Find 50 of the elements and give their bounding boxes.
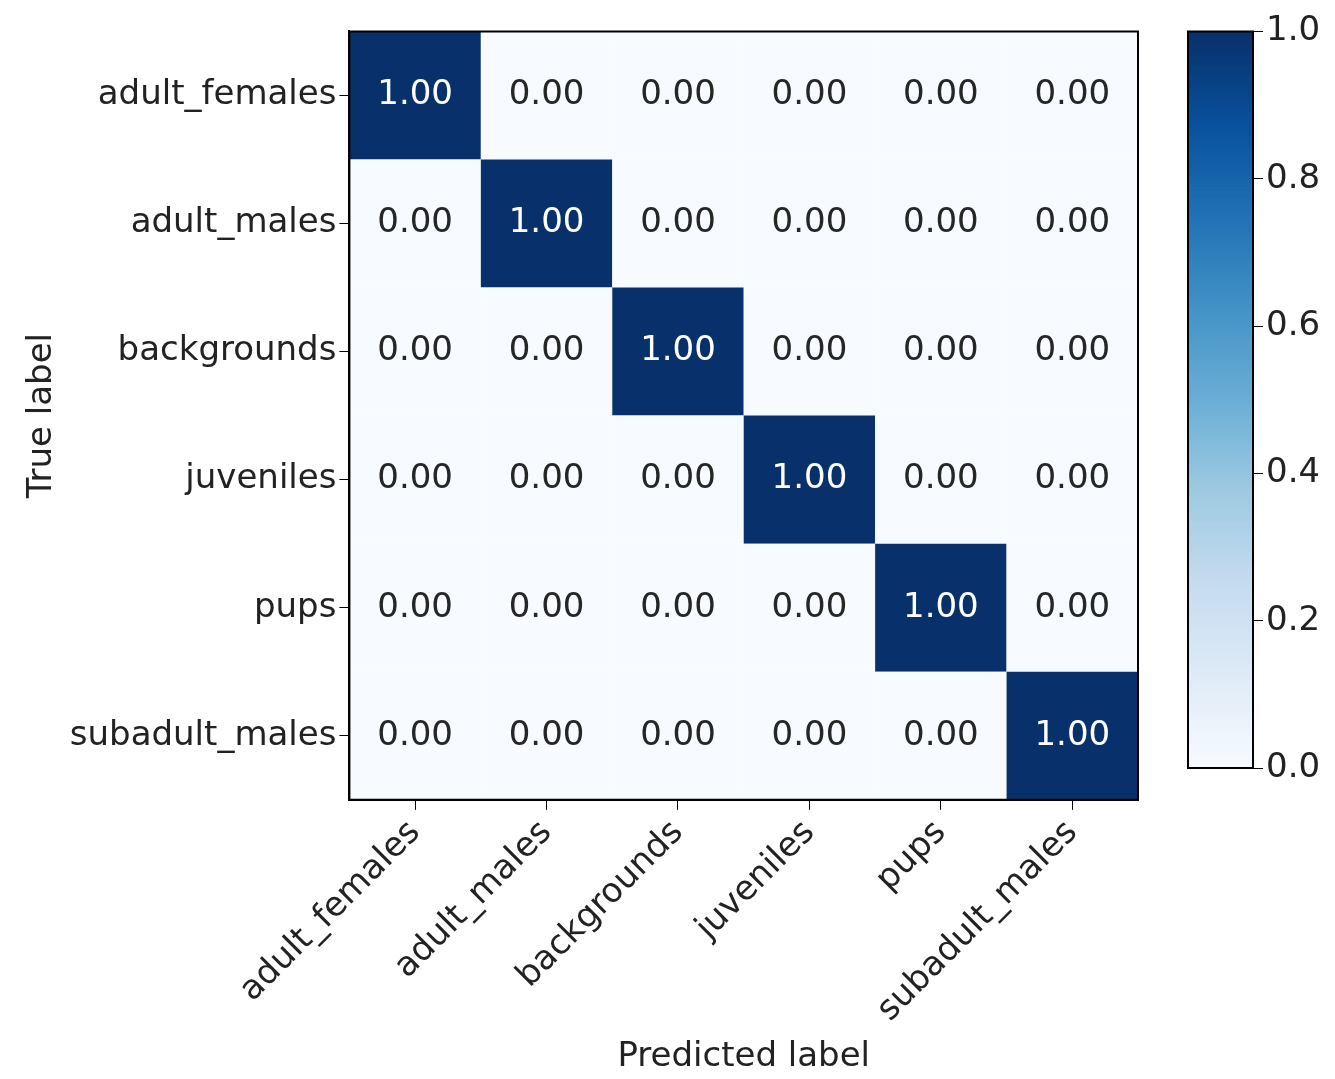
data-label: 0.00 (377, 200, 453, 241)
color-bar-label: 1.0 (1266, 8, 1321, 49)
data-label: 0.00 (508, 456, 585, 497)
y-tick-label: juveniles (184, 456, 337, 497)
data-label: 0.00 (771, 328, 848, 369)
data-label: 0.00 (640, 584, 716, 625)
color-bar-label: 0.6 (1266, 302, 1321, 343)
y-tick-label: backgrounds (117, 328, 337, 369)
data-label: 0.00 (640, 456, 716, 497)
color-bar-label: 0.0 (1266, 744, 1321, 785)
data-label: 0.00 (771, 200, 848, 241)
data-label: 0.00 (640, 200, 716, 241)
data-label: 1.00 (771, 456, 848, 497)
data-label: 0.00 (640, 712, 716, 753)
data-label: 0.00 (903, 712, 979, 753)
data-label: 0.00 (377, 456, 453, 497)
y-tick-label: adult_females (97, 72, 337, 113)
data-label: 0.00 (771, 72, 848, 113)
data-label: 0.00 (508, 712, 585, 753)
data-label: 1.00 (377, 72, 453, 113)
data-label: 0.00 (903, 456, 979, 497)
data-label: 0.00 (1034, 72, 1111, 113)
y-tick-label: subadult_males (69, 712, 337, 753)
data-label: 0.00 (377, 584, 453, 625)
data-label: 0.00 (903, 328, 979, 369)
data-label: 1.00 (1034, 712, 1111, 753)
data-label: 0.00 (771, 584, 848, 625)
data-label: 0.00 (1034, 328, 1111, 369)
y-axis-title: True label (19, 332, 60, 500)
data-label: 0.00 (640, 72, 716, 113)
data-label: 0.00 (1034, 456, 1111, 497)
color-bar-label: 0.8 (1266, 155, 1321, 196)
data-label: 0.00 (508, 328, 585, 369)
data-label: 0.00 (771, 712, 848, 753)
data-label: 1.00 (640, 328, 716, 369)
data-label: 0.00 (508, 584, 585, 625)
data-label: 0.00 (903, 200, 979, 241)
x-axis-title: Predicted label (617, 1034, 871, 1075)
data-label: 0.00 (377, 712, 453, 753)
y-tick-label: pups (253, 584, 337, 625)
data-label: 0.00 (903, 72, 979, 113)
data-label: 0.00 (1034, 584, 1111, 625)
data-label: 1.00 (508, 200, 585, 241)
data-label: 0.00 (1034, 200, 1111, 241)
color-bar-label: 0.4 (1266, 450, 1321, 491)
color-bar-label: 0.2 (1266, 597, 1321, 638)
y-tick-label: adult_males (130, 200, 337, 241)
data-label: 0.00 (508, 72, 585, 113)
data-label: 1.00 (903, 584, 979, 625)
data-label: 0.00 (377, 328, 453, 369)
